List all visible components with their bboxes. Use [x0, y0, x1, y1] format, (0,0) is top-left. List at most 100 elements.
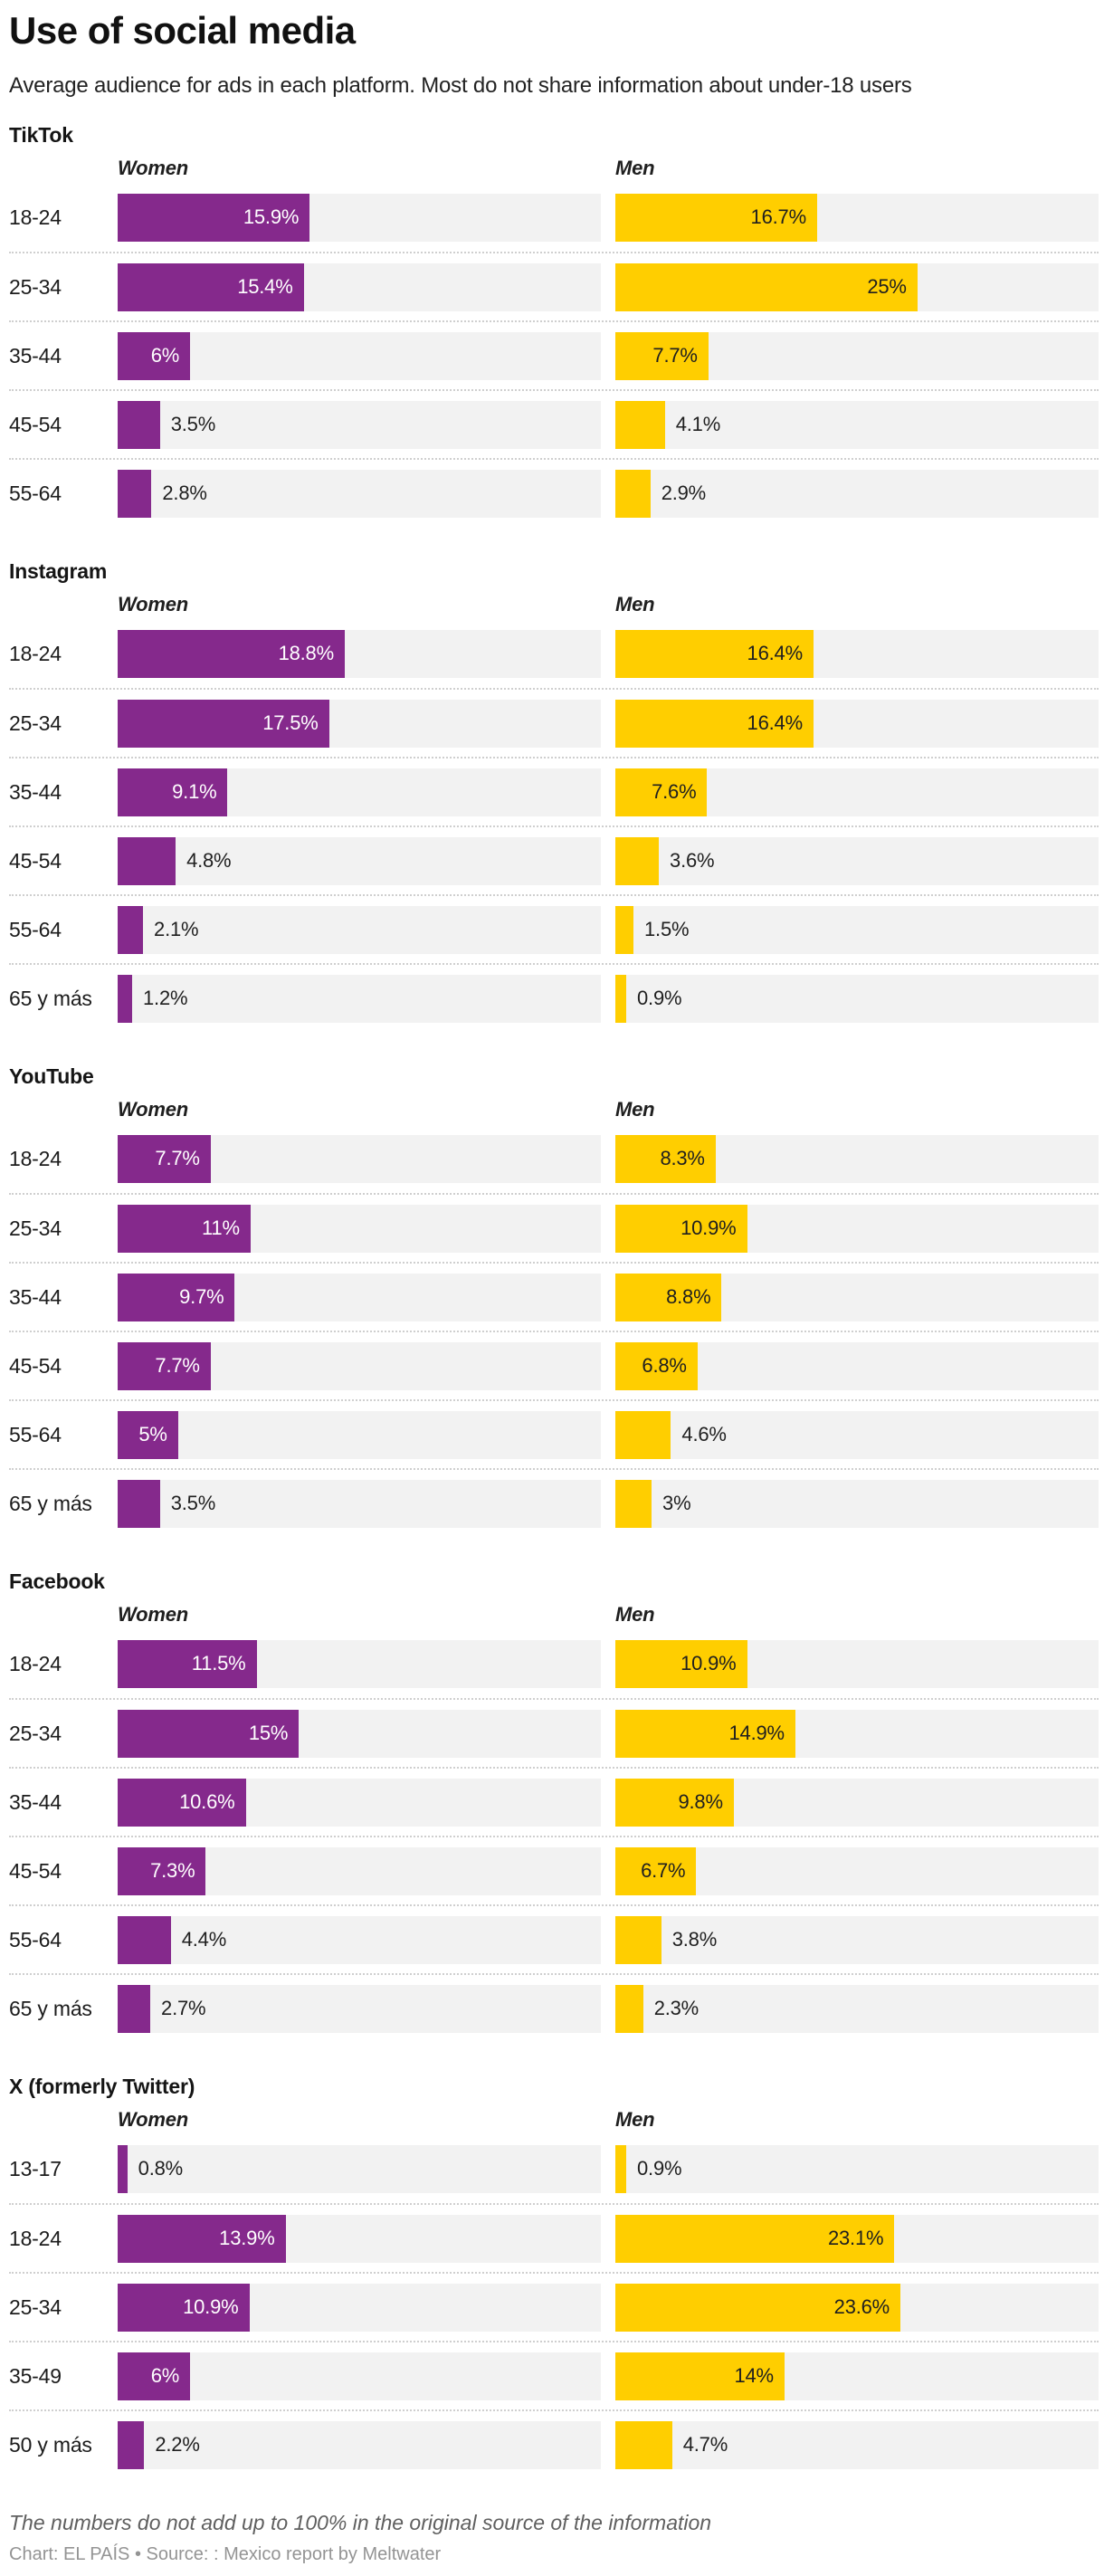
women-value-label: 17.5%: [262, 711, 319, 734]
platform-name: TikTok: [9, 123, 73, 147]
age-label: 55-64: [9, 1927, 62, 1951]
age-label: 50 y más: [9, 2432, 92, 2457]
women-value-label: 13.9%: [219, 2227, 275, 2249]
men-bar-track: 2.9%: [615, 469, 1099, 518]
men-value-label: 2.9%: [661, 482, 707, 504]
men-value-label: 3%: [662, 1492, 691, 1514]
women-bar: 7.3%: [118, 1846, 206, 1895]
men-bar: [615, 2420, 672, 2469]
women-bar-track: 9.1%: [118, 768, 601, 816]
column-header-spacer: [9, 1099, 103, 1121]
men-bar: 10.9%: [615, 1204, 747, 1253]
age-row: 55-64 2.1% 1.5%: [9, 894, 1099, 963]
column-headers: Women Men: [9, 1099, 1099, 1121]
women-bar: 18.8%: [118, 629, 345, 678]
age-row: 35-44 9.1% 7.6%: [9, 757, 1099, 825]
footnote: The numbers do not add up to 100% in the…: [9, 2511, 712, 2534]
men-value-label: 3.8%: [671, 1928, 718, 1951]
age-label: 18-24: [9, 641, 62, 665]
age-row: 45-54 3.5% 4.1%: [9, 389, 1099, 458]
women-value-label: 5%: [138, 1423, 167, 1445]
age-label: 65 y más: [9, 986, 92, 1010]
women-bar-track: 3.5%: [118, 1479, 601, 1528]
platform-section: Instagram Women Men 18-24 18.8% 16.4% 25-34 17.…: [9, 559, 1099, 1032]
women-bar-track: 7.7%: [118, 1341, 601, 1390]
rows: 13-17 0.8% 0.9% 18-24 13.9% 23.1% 25-34 10.9% 23…: [9, 2134, 1099, 2478]
men-bar: 8.8%: [615, 1273, 722, 1321]
men-bar: 25%: [615, 262, 918, 311]
men-bar-track: 8.8%: [615, 1273, 1099, 1321]
men-bar-track: 6.7%: [615, 1846, 1099, 1895]
women-bar: 6%: [118, 331, 191, 380]
men-bar: [615, 905, 634, 954]
men-value-label: 1.5%: [644, 918, 690, 940]
credit-line: Chart: EL PAÍS • Source: : Mexico report…: [9, 2544, 442, 2564]
women-value-label: 11.5%: [191, 1652, 246, 1674]
women-bar-track: 11%: [118, 1204, 601, 1253]
women-bar-track: 6%: [118, 2352, 601, 2400]
column-header-spacer: [9, 157, 103, 179]
women-value-label: 15%: [248, 1722, 289, 1744]
men-bar: [615, 2144, 626, 2193]
rows: 18-24 7.7% 8.3% 25-34 11% 10.9% 35-44 9.7% 8.8% 4…: [9, 1124, 1099, 1537]
men-bar: 14.9%: [615, 1709, 795, 1758]
men-value-label: 25%: [867, 275, 907, 298]
men-bar: 7.6%: [615, 768, 708, 816]
women-bar-track: 6%: [118, 331, 601, 380]
age-label: 25-34: [9, 1216, 62, 1240]
men-column-header: Men: [615, 1603, 655, 1626]
women-bar: 13.9%: [118, 2214, 286, 2263]
age-label: 18-24: [9, 205, 62, 229]
men-bar: [615, 1479, 652, 1528]
age-label: 25-34: [9, 274, 62, 299]
men-bar-track: 4.1%: [615, 400, 1099, 449]
women-bar: 15.4%: [118, 262, 304, 311]
women-value-label: 7.7%: [155, 1147, 200, 1169]
men-bar-track: 10.9%: [615, 1204, 1099, 1253]
platform-sections: TikTok Women Men 18-24 15.9% 16.7% 25-34 15.4% 2…: [9, 123, 1099, 2478]
men-bar: 16.7%: [615, 193, 817, 242]
women-value-label: 3.5%: [170, 1492, 216, 1514]
men-bar: 6.8%: [615, 1341, 698, 1390]
women-value-label: 10.9%: [183, 2295, 239, 2318]
age-row: 35-44 9.7% 8.8%: [9, 1262, 1099, 1331]
women-bar: [118, 1984, 151, 2033]
age-row: 18-24 15.9% 16.7%: [9, 183, 1099, 252]
women-bar: 10.9%: [118, 2283, 250, 2332]
women-bar: 5%: [118, 1410, 178, 1459]
men-value-label: 14%: [734, 2364, 774, 2387]
platform-name: Instagram: [9, 559, 108, 583]
women-value-label: 11%: [202, 1216, 240, 1239]
men-column-header: Men: [615, 1098, 655, 1121]
men-value-label: 23.1%: [827, 2227, 884, 2249]
women-bar-track: 1.2%: [118, 974, 601, 1023]
women-value-label: 6%: [150, 344, 180, 367]
rows: 18-24 11.5% 10.9% 25-34 15% 14.9% 35-44 10.6% 9.…: [9, 1629, 1099, 2042]
women-value-label: 9.7%: [179, 1285, 224, 1308]
women-bar: [118, 1479, 160, 1528]
men-bar-track: 3%: [615, 1479, 1099, 1528]
women-value-label: 2.7%: [161, 1997, 206, 2019]
platform-section: Facebook Women Men 18-24 11.5% 10.9% 25-34 15% 1…: [9, 1569, 1099, 2042]
age-label: 25-34: [9, 2295, 62, 2319]
women-value-label: 4.8%: [186, 849, 232, 872]
men-bar-track: 25%: [615, 262, 1099, 311]
men-bar: 10.9%: [615, 1639, 747, 1688]
men-bar-track: 4.7%: [615, 2420, 1099, 2469]
men-bar-track: 6.8%: [615, 1341, 1099, 1390]
women-bar-track: 13.9%: [118, 2214, 601, 2263]
chart: Use of social media Average audience for…: [9, 9, 1099, 2565]
age-row: 35-49 6% 14%: [9, 2341, 1099, 2409]
men-bar: [615, 1984, 643, 2033]
women-bar: 7.7%: [118, 1341, 211, 1390]
women-bar: [118, 974, 133, 1023]
age-label: 25-34: [9, 711, 62, 735]
women-bar: 9.1%: [118, 768, 228, 816]
men-value-label: 23.6%: [833, 2295, 890, 2318]
age-label: 25-34: [9, 1721, 62, 1745]
column-headers: Women Men: [9, 157, 1099, 179]
men-value-label: 16.4%: [747, 642, 804, 664]
men-bar-track: 16.7%: [615, 193, 1099, 242]
men-value-label: 9.8%: [678, 1790, 723, 1813]
women-bar-track: 17.5%: [118, 699, 601, 748]
